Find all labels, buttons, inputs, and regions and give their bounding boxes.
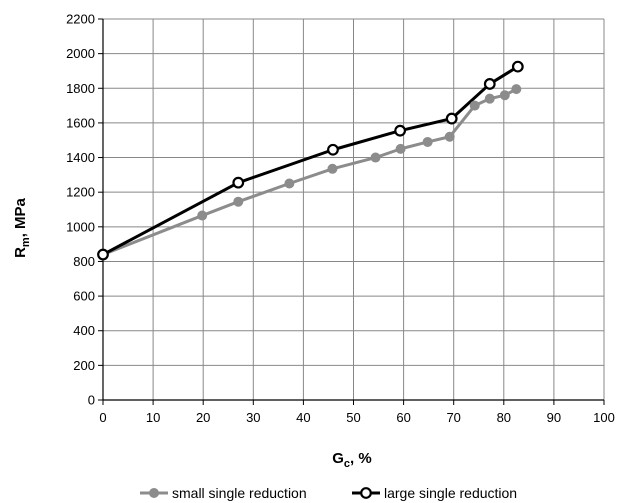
data-point-small-single-reduction bbox=[422, 136, 433, 147]
y-tick-label: 2200 bbox=[66, 12, 95, 27]
y-tick-label: 1400 bbox=[66, 150, 95, 165]
y-tick-label: 0 bbox=[88, 393, 95, 408]
x-axis-title-main: G bbox=[332, 450, 344, 467]
y-tick-label: 400 bbox=[73, 323, 95, 338]
x-tick-label: 40 bbox=[296, 410, 310, 425]
data-point-large-single-reduction bbox=[445, 112, 458, 125]
data-point-large-single-reduction bbox=[394, 124, 406, 137]
x-tick-label: 0 bbox=[99, 410, 106, 425]
data-point-small-single-reduction bbox=[511, 84, 522, 95]
y-tick-label: 200 bbox=[73, 358, 95, 373]
x-tick-label: 10 bbox=[146, 410, 160, 425]
data-point-large-single-reduction bbox=[232, 176, 245, 189]
x-tick-label: 50 bbox=[346, 410, 360, 425]
data-point-large-single-reduction bbox=[97, 248, 109, 261]
data-point-small-single-reduction bbox=[327, 163, 338, 174]
y-tick-label: 1600 bbox=[66, 115, 95, 130]
x-tick-label: 80 bbox=[497, 410, 511, 425]
data-point-small-single-reduction bbox=[484, 93, 495, 104]
y-tick-label: 2000 bbox=[66, 46, 95, 61]
legend: small single reduction large single reduc… bbox=[140, 485, 517, 501]
y-axis-title: Rm, MPa bbox=[12, 197, 32, 257]
y-tick-label: 800 bbox=[73, 254, 95, 269]
data-point-small-single-reduction bbox=[499, 90, 510, 101]
x-tick-label: 60 bbox=[396, 410, 410, 425]
x-tick-labels: 0 10 20 30 40 50 60 70 80 90 100 bbox=[99, 400, 615, 425]
x-axis-title: Gc, % bbox=[332, 450, 371, 470]
legend-marker bbox=[360, 487, 372, 499]
data-point-large-single-reduction bbox=[327, 143, 339, 156]
data-point-small-single-reduction bbox=[284, 178, 295, 189]
data-point-large-single-reduction bbox=[511, 60, 524, 73]
data-point-small-single-reduction bbox=[395, 143, 406, 154]
y-tick-label: 1000 bbox=[66, 219, 95, 234]
y-axis-title-main: R bbox=[12, 247, 29, 258]
x-tick-label: 20 bbox=[196, 410, 210, 425]
x-tick-label: 100 bbox=[593, 410, 615, 425]
x-tick-label: 70 bbox=[446, 410, 460, 425]
y-tick-labels: 0 200 400 600 800 1000 1200 1400 1600 1800 2000 220… bbox=[66, 12, 103, 408]
x-tick-label: 90 bbox=[547, 410, 561, 425]
y-axis-title-suffix: , MPa bbox=[12, 197, 29, 237]
legend-label: large single reduction bbox=[384, 485, 517, 501]
data-point-small-single-reduction bbox=[233, 196, 244, 207]
y-tick-label: 1800 bbox=[66, 81, 95, 96]
series-layer bbox=[97, 60, 524, 261]
y-tick-label: 600 bbox=[73, 289, 95, 304]
data-point-large-single-reduction bbox=[483, 78, 496, 90]
x-tick-label: 30 bbox=[246, 410, 260, 425]
data-point-small-single-reduction bbox=[469, 100, 480, 111]
data-point-small-single-reduction bbox=[370, 152, 381, 163]
legend-label: small single reduction bbox=[172, 485, 307, 501]
legend-marker bbox=[149, 488, 159, 498]
grid bbox=[102, 18, 605, 401]
x-axis-title-subscript: c bbox=[344, 458, 350, 470]
x-axis-title-suffix: , % bbox=[350, 450, 372, 467]
data-point-small-single-reduction bbox=[197, 210, 208, 221]
y-axis-title-subscript: m bbox=[20, 237, 32, 247]
y-tick-label: 1200 bbox=[66, 185, 95, 200]
data-point-small-single-reduction bbox=[444, 131, 455, 142]
